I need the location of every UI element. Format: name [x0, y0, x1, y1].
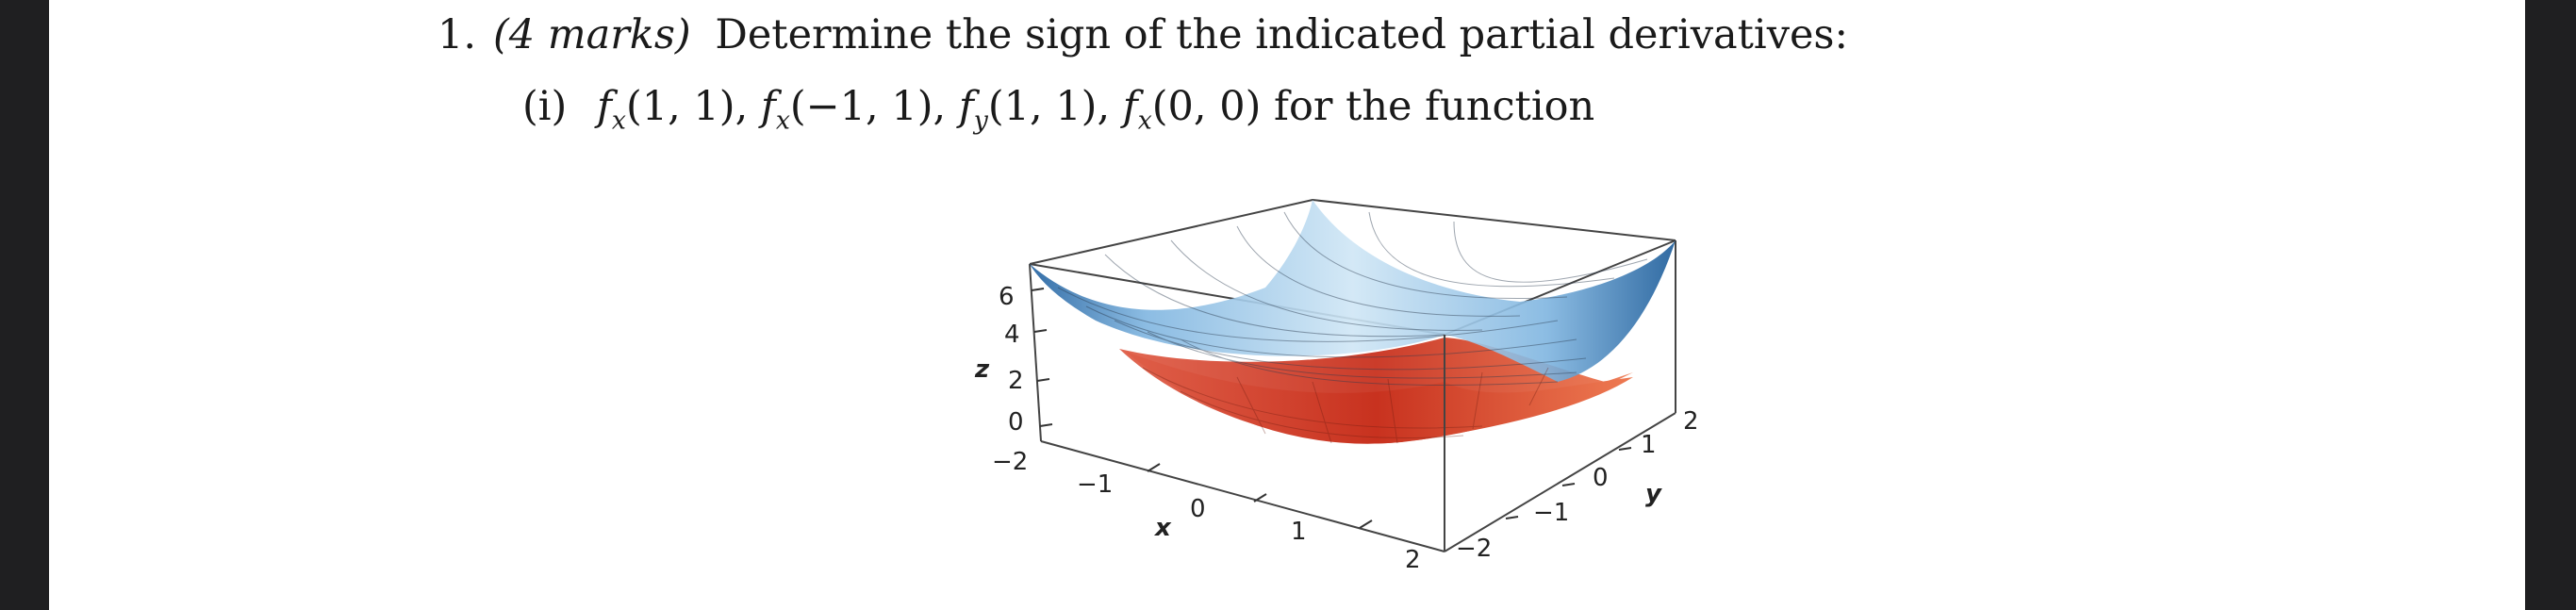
z-axis [1031, 288, 1053, 427]
y-tick-neg1: −1 [1533, 499, 1569, 527]
question-number: 1. [438, 11, 477, 58]
question-1: 1. (4 marks) Determine the sign of the in… [438, 11, 1848, 58]
x-axis-label: x [1153, 514, 1172, 542]
derivative-3: fy(1, 1) [958, 83, 1098, 136]
x-tick-neg1: −1 [1077, 470, 1113, 499]
underside-mesh [1142, 367, 1549, 444]
surface-plot-figure: 6 4 2 0 z −2 −1 0 1 2 x −2 −1 [954, 179, 1746, 599]
z-tick-0: 0 [1008, 408, 1024, 437]
part-label: (i) [522, 83, 568, 130]
z-tick-4: 4 [1004, 321, 1020, 349]
x-tick-2: 2 [1405, 546, 1421, 574]
y-axis [1505, 447, 1632, 519]
document-page: 1. (4 marks) Determine the sign of the in… [49, 0, 2525, 610]
x-tick-1: 1 [1291, 518, 1307, 546]
z-axis-label: z [974, 355, 990, 384]
derivative-4: fx(0, 0) [1122, 83, 1262, 136]
y-tick-2: 2 [1683, 407, 1699, 436]
y-axis-label: y [1645, 480, 1662, 508]
part-suffix: for the function [1274, 83, 1595, 130]
z-tick-6: 6 [999, 283, 1015, 311]
z-tick-2: 2 [1008, 367, 1024, 395]
part-i: (i) fx(1, 1), fx(−1, 1), fy(1, 1), fx(0,… [522, 83, 1595, 136]
derivative-2: fx(−1, 1) [760, 83, 933, 136]
question-marks: (4 marks) [493, 11, 691, 58]
surface-underside-body [1119, 338, 1633, 444]
x-tick-0: 0 [1190, 495, 1206, 523]
y-tick-0: 0 [1593, 464, 1609, 492]
surface-plot: 6 4 2 0 z −2 −1 0 1 2 x −2 −1 [974, 198, 1699, 574]
derivative-1: fx(1, 1) [596, 83, 735, 136]
y-tick-neg2: −2 [1456, 535, 1492, 563]
y-tick-1: 1 [1641, 431, 1657, 459]
surface-top [1030, 200, 1676, 382]
x-tick-neg2: −2 [992, 448, 1028, 476]
surface-mesh [1057, 211, 1648, 387]
x-axis [1147, 463, 1373, 529]
question-text: Determine the sign of the indicated part… [715, 11, 1848, 58]
